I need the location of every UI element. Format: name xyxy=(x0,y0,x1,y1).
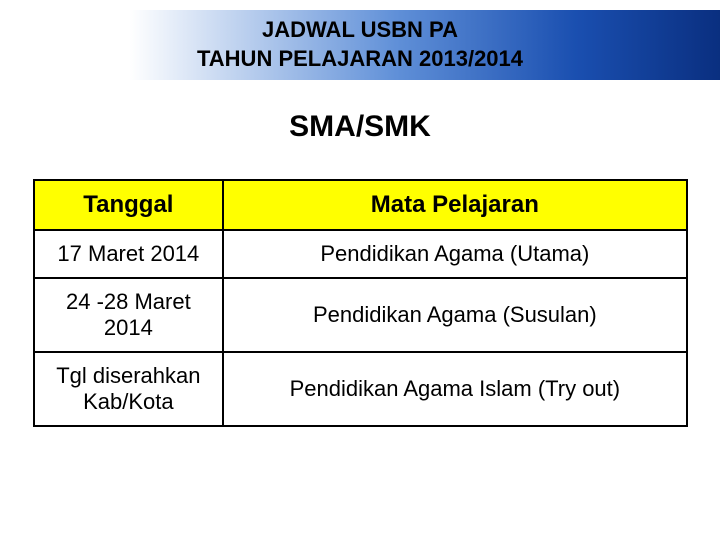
schedule-table: Tanggal Mata Pelajaran 17 Maret 2014 Pen… xyxy=(33,179,688,427)
table-header-row: Tanggal Mata Pelajaran xyxy=(34,180,687,230)
cell-mapel: Pendidikan Agama Islam (Try out) xyxy=(223,352,686,426)
table-row: Tgl diserahkan Kab/Kota Pendidikan Agama… xyxy=(34,352,687,426)
header-mapel: Mata Pelajaran xyxy=(223,180,686,230)
table-row: 17 Maret 2014 Pendidikan Agama (Utama) xyxy=(34,230,687,278)
cell-tanggal: 24 -28 Maret 2014 xyxy=(34,278,224,352)
header-tanggal: Tanggal xyxy=(34,180,224,230)
cell-mapel: Pendidikan Agama (Susulan) xyxy=(223,278,686,352)
cell-tanggal: 17 Maret 2014 xyxy=(34,230,224,278)
cell-tanggal: Tgl diserahkan Kab/Kota xyxy=(34,352,224,426)
subtitle: SMA/SMK xyxy=(0,110,720,144)
cell-mapel: Pendidikan Agama (Utama) xyxy=(223,230,686,278)
title-text: JADWAL USBN PA TAHUN PELAJARAN 2013/2014 xyxy=(197,16,523,73)
table-row: 24 -28 Maret 2014 Pendidikan Agama (Susu… xyxy=(34,278,687,352)
title-line2: TAHUN PELAJARAN 2013/2014 xyxy=(197,46,523,71)
title-banner: JADWAL USBN PA TAHUN PELAJARAN 2013/2014 xyxy=(0,10,720,80)
title-line1: JADWAL USBN PA xyxy=(262,17,458,42)
